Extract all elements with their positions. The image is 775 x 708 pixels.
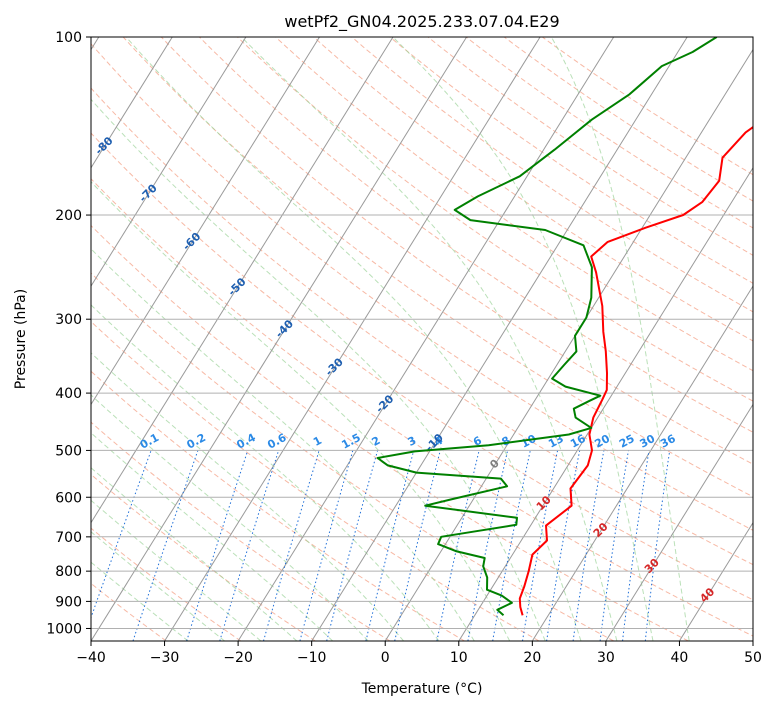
isotherm-line: [91, 37, 173, 169]
isotherm-line: [678, 521, 753, 641]
moist-adiabat: [392, 37, 654, 641]
dry-adiabat: [199, 37, 753, 433]
mixing-ratio-line: [599, 450, 629, 641]
mixing-ratio-label: 25: [617, 432, 637, 451]
x-tick-label: 0: [381, 650, 390, 666]
x-tick-label: 30: [597, 650, 615, 666]
dry-adiabat: [389, 37, 753, 284]
plot-frame: [90, 36, 754, 642]
moist-adiabat: [91, 248, 475, 641]
moist-adiabat: [91, 467, 298, 641]
y-tick-label: 1000: [46, 621, 82, 637]
x-tick-label: 50: [744, 650, 762, 666]
x-tick-label: −40: [76, 650, 106, 666]
x-tick-label: 20: [523, 650, 541, 666]
moist-adiabat: [91, 394, 369, 641]
dry-adiabat: [465, 37, 753, 229]
dry-adiabat: [313, 37, 753, 342]
y-tick-label: 500: [55, 443, 82, 459]
axes: −40 −30 −20 −10 0 10 20 30 40 50 100 200 300 400 500 60…: [46, 30, 762, 666]
mixing-ratio-line: [186, 450, 249, 641]
mixing-ratio-line: [299, 450, 354, 641]
isotherm-line: [531, 285, 753, 641]
moist-adiabat: [550, 37, 690, 641]
x-tick-label: −10: [297, 650, 327, 666]
moist-adiabat: [241, 37, 618, 641]
mixing-ratio-line: [644, 450, 671, 641]
y-axis-label: Pressure (hPa): [13, 289, 29, 389]
isotherm-line: [237, 37, 615, 641]
mixing-ratio-label: 10: [519, 432, 539, 451]
y-tick-label: 300: [55, 312, 82, 328]
y-tick-label: 600: [55, 490, 82, 506]
x-axis-label: Temperature (°C): [361, 681, 483, 697]
isotherm-line: [311, 37, 688, 641]
mixing-ratio-label: 30: [638, 432, 658, 451]
dry-adiabat: [275, 37, 753, 372]
mixing-ratio-line: [219, 450, 280, 641]
isotherm-line: [164, 37, 541, 641]
chart-title: wetPf2_GN04.2025.233.07.04.E29: [284, 12, 559, 32]
y-tick-label: 900: [55, 594, 82, 610]
dry-adiabat: [91, 87, 753, 566]
y-tick-label: 100: [55, 30, 82, 46]
dry-adiabat: [503, 37, 753, 202]
isotherm-line: [458, 166, 753, 641]
isotherm-line: [605, 403, 753, 641]
moist-adiabat: [91, 181, 511, 641]
mixing-ratio-line: [326, 450, 379, 641]
mixing-ratio-line: [622, 450, 650, 641]
moist-adiabat: [125, 37, 582, 641]
moist-adiabat: [91, 304, 440, 641]
y-tick-label: 700: [55, 530, 82, 546]
mixing-ratio-label: 36: [658, 432, 678, 451]
y-tick-label: 200: [55, 208, 82, 224]
mixing-ratio-line: [263, 450, 320, 641]
moist-adiabat: [91, 561, 189, 641]
sounding-series-line: [376, 37, 718, 617]
x-tick-label: −20: [223, 650, 253, 666]
isotherm-line: [384, 48, 753, 641]
dry-adiabat: [160, 37, 753, 465]
mixing-ratio-line: [572, 450, 605, 641]
x-tick-label: 10: [450, 650, 468, 666]
x-tick-label: 40: [671, 650, 689, 666]
y-tick-label: 400: [55, 386, 82, 402]
isotherm-line: [91, 37, 468, 641]
dry-adiabat: [91, 527, 242, 641]
x-tick-label: −30: [150, 650, 180, 666]
dry-adiabat: [237, 37, 753, 402]
isotherm-line: [91, 37, 394, 524]
isotherm-line: [91, 37, 320, 406]
isotherm-line: [91, 37, 247, 288]
mixing-ratio-line: [365, 450, 415, 641]
dry-adiabat: [91, 224, 689, 641]
dry-adiabat: [91, 178, 753, 637]
dry-adiabat: [91, 320, 540, 641]
moist-adiabat: [91, 531, 225, 641]
mixing-ratio-line: [132, 450, 199, 641]
mixing-ratio-line: [394, 450, 441, 641]
sounding-profiles: [376, 37, 753, 617]
moist-adiabat: [91, 499, 262, 641]
mixing-ratio-label: 16: [568, 432, 588, 451]
y-tick-label: 800: [55, 564, 82, 580]
sounding-series-line: [518, 125, 753, 616]
mixing-ratio-label: 20: [592, 432, 612, 451]
